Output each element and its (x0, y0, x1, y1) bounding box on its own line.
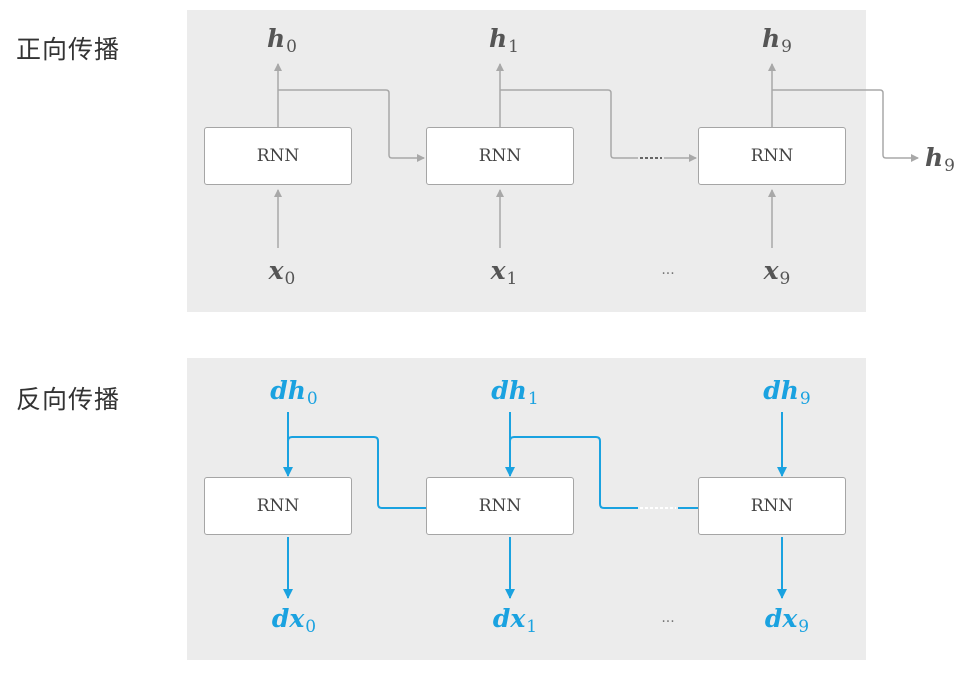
backward-grad-dh1: dh1 (491, 376, 539, 409)
forward-output-h9: h9 (762, 24, 792, 57)
backward-grad-dh9: dh9 (763, 376, 811, 409)
forward-output-arrows (278, 64, 772, 128)
forward-rnn-box-9: RNN (698, 127, 846, 185)
backward-grad-dx9: dx9 (765, 604, 809, 637)
forward-final-output-h9: h9 (925, 143, 955, 176)
backward-grad-input-arrows (288, 412, 782, 476)
backward-grad-dh0: dh0 (270, 376, 318, 409)
backward-grad-dx1: dx1 (493, 604, 537, 637)
backward-ellipsis: ··· (661, 614, 674, 630)
forward-input-x9: x9 (764, 256, 791, 289)
forward-input-arrows (278, 190, 772, 248)
forward-ellipsis: ··· (661, 266, 674, 282)
forward-rnn-box-0: RNN (204, 127, 352, 185)
backward-rnn-box-0: RNN (204, 477, 352, 535)
forward-input-x0: x0 (269, 256, 296, 289)
forward-output-h1: h1 (489, 24, 519, 57)
forward-rnn-box-1: RNN (426, 127, 574, 185)
backward-grad-dx0: dx0 (272, 604, 316, 637)
backward-grad-output-arrows (288, 537, 782, 598)
forward-output-h0: h0 (267, 24, 297, 57)
backward-rnn-box-9: RNN (698, 477, 846, 535)
forward-input-x1: x1 (491, 256, 518, 289)
backward-rnn-box-1: RNN (426, 477, 574, 535)
